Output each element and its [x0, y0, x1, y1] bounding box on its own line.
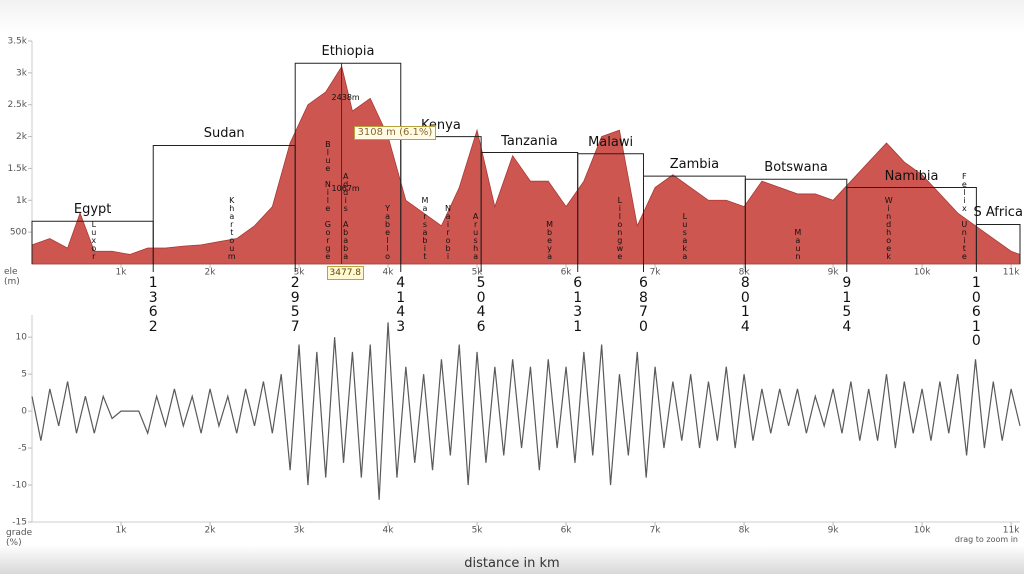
y-tick-label: 2.5k	[7, 100, 27, 110]
x-tick-label: 1k	[116, 268, 128, 278]
boundary-label: 4143	[396, 275, 406, 335]
boundary-label: 8014	[740, 275, 750, 335]
x-tick-label: 3k	[294, 526, 306, 536]
y-tick-label: 3k	[16, 68, 28, 78]
x-tick-label: 2k	[205, 268, 217, 278]
region-label: Namibia	[884, 168, 939, 184]
place-label: Yabello	[383, 204, 393, 260]
region-label: Sudan	[203, 126, 245, 142]
y-tick-label: 10	[16, 333, 28, 343]
x-tick-label: 9k	[828, 268, 840, 278]
x-tick-label: 11k	[1003, 268, 1020, 278]
cursor-label: 3477.8	[326, 266, 365, 280]
place-label: Felix Unite	[959, 172, 969, 260]
boundary-label: 6870	[639, 275, 648, 335]
grade-line	[31, 322, 1021, 500]
x-tick-label: 5k	[472, 268, 484, 278]
y-tick-label: 500	[10, 228, 27, 238]
x-tick-label: 7k	[650, 526, 662, 536]
y-tick-label: 0	[21, 407, 27, 417]
region-box	[975, 223, 1021, 264]
boundary-label: 6131	[573, 275, 583, 335]
tooltip: 3108 m (6.1%)	[353, 126, 437, 140]
annotation: 1067m	[331, 184, 360, 193]
x-tick-label: 6k	[561, 268, 573, 278]
place-label: Lilongwe	[615, 196, 625, 260]
y-tick-label: 1k	[16, 196, 28, 206]
y-tick-label: 5	[21, 370, 27, 380]
boundary-label: 10610	[971, 275, 981, 349]
x-tick-label: 6k	[561, 526, 573, 536]
x-tick-label: 10k	[914, 268, 931, 278]
x-tick-label: 8k	[739, 526, 751, 536]
place-label: Windhoek	[884, 196, 894, 260]
x-tick-label: 4k	[383, 268, 395, 278]
elevation-area	[31, 65, 1021, 265]
boundary-label: 2957	[290, 275, 300, 335]
region-label: Ethiopia	[321, 44, 375, 60]
place-label: Lusaka	[680, 212, 690, 260]
y-axis-label: ele (m)	[4, 267, 20, 287]
place-label: Blue Nile Gorge	[323, 140, 333, 260]
note: drag to zoom in	[954, 535, 1018, 544]
region-label: Tanzania	[501, 133, 558, 149]
region-label: Malawi	[588, 134, 634, 150]
y-tick-label: -5	[18, 444, 27, 454]
y-tick-label: 1.5k	[7, 164, 27, 174]
x-tick-label: 2k	[205, 526, 217, 536]
place-label: Addis Ababa	[341, 172, 351, 260]
x-axis-title: distance in km	[464, 556, 560, 571]
x-tick-label: 10k	[914, 526, 931, 536]
place-label: Luxor	[89, 220, 99, 260]
annotation: 2438m	[331, 93, 360, 102]
y-tick-label: -10	[12, 481, 27, 491]
place-label: Marsabit	[420, 196, 430, 260]
y-tick-label: -15	[12, 518, 27, 528]
x-tick-label: 11k	[1003, 526, 1020, 536]
boundary-label: 1362	[148, 275, 158, 335]
region-label: Egypt	[73, 202, 112, 218]
y-tick-label: 3.5k	[7, 37, 27, 47]
region-label: Zambia	[669, 157, 720, 173]
y-tick-label: 2k	[16, 132, 28, 142]
place-label: Mbeya	[545, 220, 555, 260]
place-label: Nairobi	[443, 204, 453, 260]
x-tick-label: 1k	[116, 526, 128, 536]
place-label: Arusha	[471, 212, 481, 260]
x-tick-label: 5k	[472, 526, 484, 536]
x-tick-label: 7k	[650, 268, 662, 278]
boundary-label: 5046	[476, 275, 486, 335]
region-label: S Africa	[973, 205, 1023, 221]
region-label: Botswana	[764, 160, 828, 176]
x-tick-label: 9k	[828, 526, 840, 536]
x-tick-label: 3k	[294, 268, 306, 278]
place-label: Maun	[793, 228, 803, 260]
x-tick-label: 8k	[739, 268, 751, 278]
place-label: Khartoum	[227, 196, 237, 260]
x-tick-label: 4k	[383, 526, 395, 536]
y-axis-label: grade (%)	[6, 528, 33, 548]
boundary-label: 9154	[842, 275, 852, 335]
